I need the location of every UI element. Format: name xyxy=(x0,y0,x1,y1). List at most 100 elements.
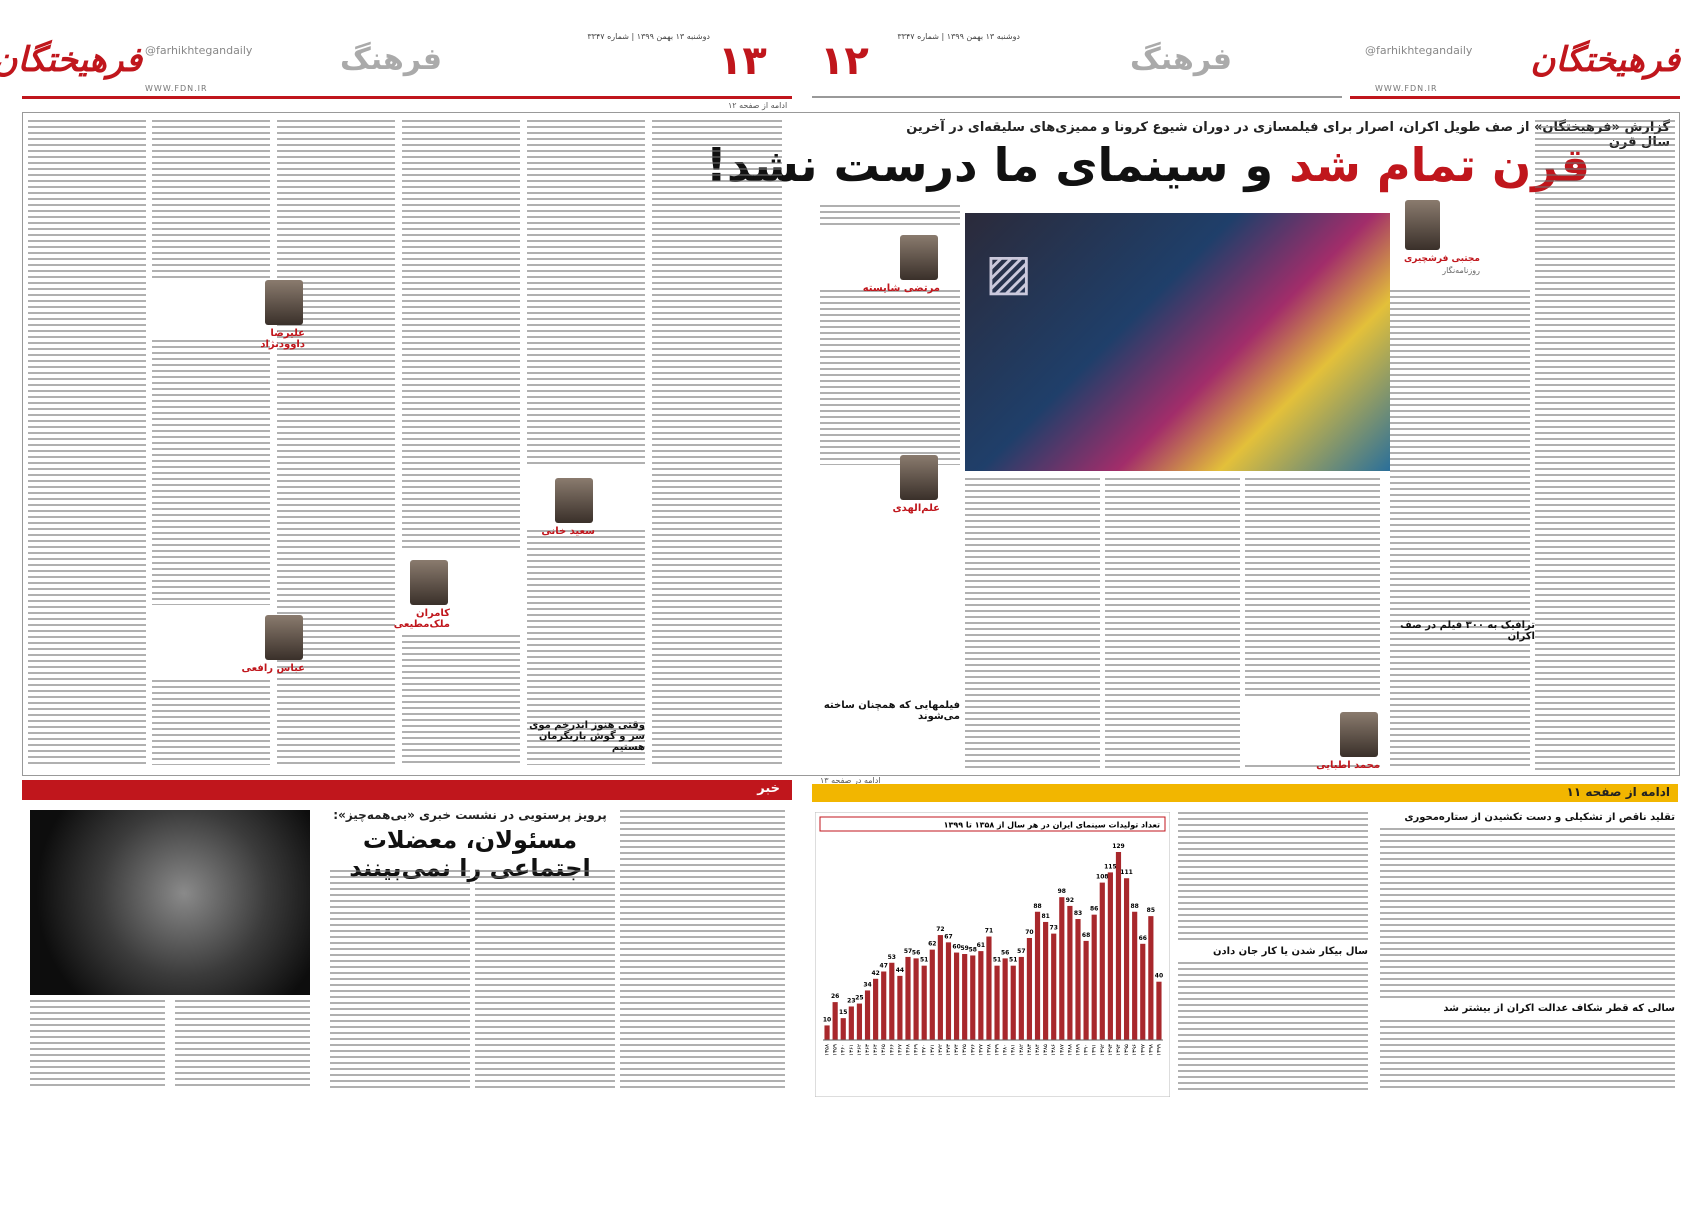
bar xyxy=(1026,937,1033,1040)
x-tick-label: ۱۳۶۹ xyxy=(914,1044,920,1056)
x-tick-label: ۱۳۶۱ xyxy=(849,1044,855,1056)
section-title: فرهنگ xyxy=(1130,42,1233,77)
quote-name: سعید خانی xyxy=(541,526,595,537)
x-tick-label: ۱۳۹۹ xyxy=(1156,1044,1162,1056)
author-name: مجتبی فرشچیری xyxy=(1404,254,1480,264)
news-photo xyxy=(30,810,310,995)
x-tick-label: ۱۳۹۵ xyxy=(1124,1044,1130,1056)
section-label: خبر xyxy=(757,781,780,796)
x-tick-label: ۱۳۸۲ xyxy=(1019,1044,1025,1056)
body-text xyxy=(1105,478,1240,768)
value-label: 26 xyxy=(831,993,839,1000)
quote-name: محمد اطبایی xyxy=(1316,760,1380,771)
x-tick-label: ۱۳۹۰ xyxy=(1084,1044,1090,1056)
bar xyxy=(1123,878,1130,1040)
header-rule xyxy=(22,96,792,99)
x-tick-label: ۱۳۸۷ xyxy=(1059,1044,1065,1056)
bar xyxy=(994,965,1000,1040)
bar xyxy=(1156,981,1162,1040)
x-tick-label: ۱۳۶۰ xyxy=(841,1044,847,1056)
value-label: 44 xyxy=(896,967,904,974)
value-label: 68 xyxy=(1082,932,1090,939)
x-tick-label: ۱۳۸۰ xyxy=(1003,1044,1009,1056)
value-label: 88 xyxy=(1033,903,1041,910)
value-label: 40 xyxy=(1155,973,1163,980)
value-label: 57 xyxy=(904,948,912,955)
x-tick-label: ۱۳۷۱ xyxy=(930,1044,936,1056)
subhead: سالی که قطر شکاف عدالت اکران از بیشتر شد xyxy=(1443,1003,1675,1014)
subhead: وقتی هنوز اندرخم موی سر و گوش بازیگرمان … xyxy=(529,720,645,753)
bar xyxy=(1107,872,1113,1040)
x-tick-label: ۱۳۸۸ xyxy=(1067,1044,1073,1056)
body-text xyxy=(620,810,785,1090)
bar xyxy=(1018,956,1024,1040)
x-tick-label: ۱۳۷۳ xyxy=(946,1044,952,1056)
x-tick-label: ۱۳۷۲ xyxy=(938,1044,944,1056)
author-role: روزنامه‌نگار xyxy=(1442,266,1480,275)
quote-photo xyxy=(1340,712,1378,757)
bar xyxy=(986,936,992,1040)
body-text xyxy=(402,120,520,550)
bar xyxy=(1010,965,1016,1040)
bar xyxy=(881,971,887,1040)
x-tick-label: ۱۳۹۴ xyxy=(1116,1044,1122,1056)
value-label: 15 xyxy=(839,1009,847,1016)
bar xyxy=(864,990,871,1040)
bar xyxy=(873,978,879,1040)
x-tick-label: ۱۳۹۳ xyxy=(1108,1044,1114,1056)
bar xyxy=(945,942,952,1040)
body-text xyxy=(152,680,270,765)
body-text xyxy=(1390,290,1530,770)
x-tick-label: ۱۳۹۲ xyxy=(1100,1044,1106,1056)
section-title: فرهنگ xyxy=(340,42,443,77)
value-label: 86 xyxy=(1090,906,1098,913)
x-tick-label: ۱۳۹۱ xyxy=(1092,1044,1098,1056)
bar xyxy=(1140,943,1146,1040)
issue-date: دوشنبه ۱۳ بهمن ۱۳۹۹ | شماره ۳۳۴۷ xyxy=(587,32,710,41)
x-tick-label: ۱۳۷۰ xyxy=(922,1044,928,1056)
x-tick-label: ۱۳۶۵ xyxy=(881,1044,887,1056)
x-tick-label: ۱۳۹۷ xyxy=(1140,1044,1146,1056)
quote-name: علیرضا داوودنژاد xyxy=(260,328,305,350)
bar xyxy=(921,965,927,1040)
x-tick-label: ۱۳۹۸ xyxy=(1148,1044,1154,1056)
value-label: 23 xyxy=(847,997,855,1004)
x-tick-label: ۱۳۶۲ xyxy=(857,1044,863,1056)
news-headline: مسئولان، معضلات اجتماعی را نمی‌بینند xyxy=(349,826,591,882)
bar xyxy=(848,1006,854,1040)
header-rule xyxy=(1350,96,1680,99)
body-text xyxy=(1245,765,1380,770)
value-label: 108 xyxy=(1096,874,1109,881)
value-label: 92 xyxy=(1066,897,1074,904)
issue-date: دوشنبه ۱۳ بهمن ۱۳۹۹ | شماره ۳۳۴۷ xyxy=(897,32,1020,41)
bar xyxy=(824,1025,830,1040)
bar xyxy=(1099,882,1105,1040)
body-text xyxy=(30,1000,165,1090)
body-text xyxy=(28,120,146,765)
value-label: 66 xyxy=(1139,935,1147,942)
value-label: 34 xyxy=(863,981,871,988)
bar xyxy=(962,954,968,1040)
value-label: 62 xyxy=(928,941,936,948)
body-text xyxy=(475,870,615,1090)
bar xyxy=(832,1002,838,1040)
author-photo xyxy=(1405,200,1440,250)
x-tick-label: ۱۳۷۹ xyxy=(995,1044,1001,1056)
value-label: 72 xyxy=(936,926,944,933)
quote-photo xyxy=(265,280,303,325)
social-handle: @farhikhtegandaily xyxy=(1365,44,1473,57)
website: WWW.FDN.IR xyxy=(145,84,208,93)
subhead: ترافیک به ۳۰۰ فیلم در صف اکران xyxy=(1400,620,1535,642)
value-label: 129 xyxy=(1112,843,1125,850)
bar xyxy=(1051,933,1057,1040)
logo: فرهیختگان xyxy=(0,40,142,80)
bar xyxy=(889,962,895,1040)
continued-note: ادامه از صفحه ۱۲ xyxy=(728,101,788,110)
body-text xyxy=(527,120,645,465)
x-tick-label: ۱۳۸۹ xyxy=(1076,1044,1082,1056)
bar xyxy=(856,1003,863,1040)
value-label: 53 xyxy=(888,954,896,961)
body-text xyxy=(820,290,960,465)
bar xyxy=(937,935,943,1040)
